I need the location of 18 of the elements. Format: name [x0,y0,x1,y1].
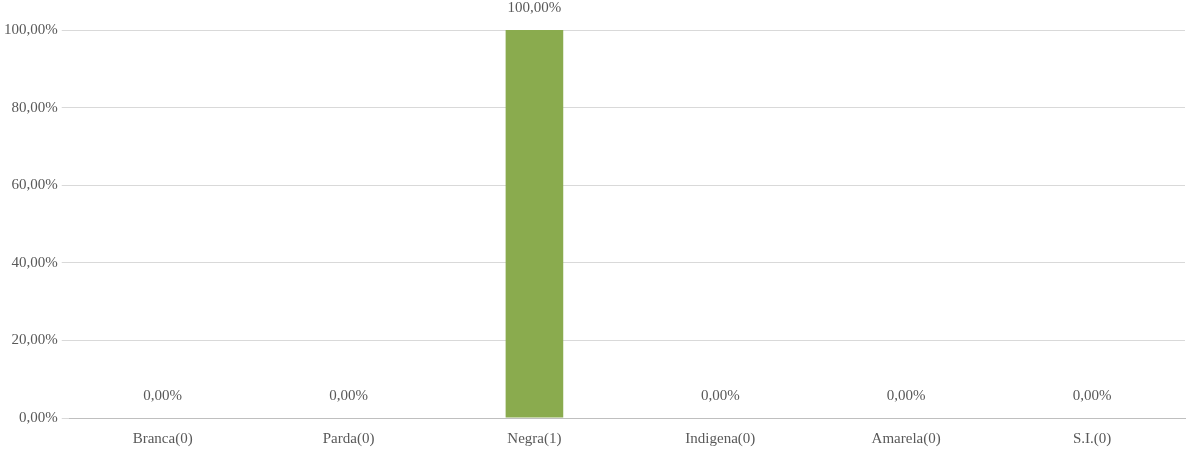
data-label: 100,00% [507,0,562,16]
x-tick-label: Amarela(0) [871,429,941,447]
x-tick-label: Branca(0) [132,429,193,447]
y-tick-label: 40,00% [11,253,58,270]
y-tick-label: 0,00% [19,408,58,425]
data-label: 0,00% [143,387,183,404]
x-tick-label: Parda(0) [322,429,375,447]
y-tick-label: 100,00% [4,20,58,37]
x-tick-label: S.I.(0) [1072,429,1112,447]
y-tick-label: 60,00% [11,176,58,193]
y-tick-label: 80,00% [11,98,58,115]
data-label: 0,00% [1072,387,1112,404]
data-label: 0,00% [329,387,368,404]
data-label: 0,00% [886,387,926,404]
y-tick-label: 20,00% [11,331,58,348]
data-label: 0,00% [700,387,740,404]
x-tick-label: Indigena(0) [685,429,756,447]
x-tick-label: Negra(1) [507,429,562,447]
